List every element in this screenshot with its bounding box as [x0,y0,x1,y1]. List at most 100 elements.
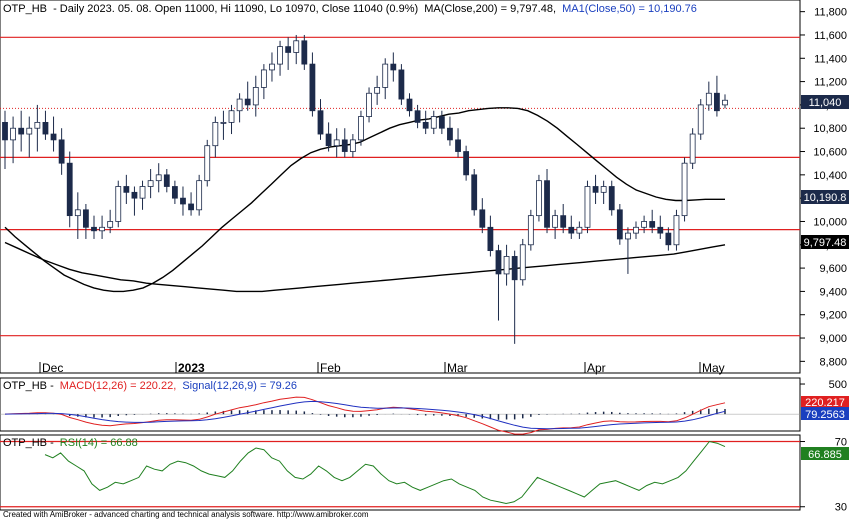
x-axis-label: Feb [320,361,341,375]
candle-body [131,191,138,199]
price-layer [0,34,800,344]
candle-body [544,180,550,228]
candle-body [398,69,405,100]
candle-body [260,69,267,88]
x-axis-label: Apr [587,361,606,375]
candle-body [204,145,211,182]
candle-body [366,92,372,117]
candle-body [58,139,65,164]
candle-body [285,46,292,53]
candle-body [196,180,203,211]
candle-body [107,221,114,228]
candle-body [99,226,105,232]
ma200-label: MA(Close,200) = 9,797.48, [424,3,556,15]
macd-pane-frame [0,377,801,432]
candle-body [665,232,672,246]
candle-body [188,203,194,211]
candle-body [66,162,73,217]
candle-body [91,226,97,232]
price-axis-label: 9,200 [819,310,847,322]
candle-body [414,110,421,123]
price-axis-label: 11,200 [814,77,847,89]
main-title: OTP_HB - Daily 2023. 05. 08. Open 11000,… [3,3,697,15]
candle-body [26,127,33,135]
price-pane-frame [0,0,801,374]
candle-body [42,121,49,135]
signal-label: Signal(12,26,9) = 79.26 [182,380,297,392]
candle-body [641,221,648,228]
close-badge: 11,040 [801,95,849,109]
candle-body [293,40,300,53]
candle-body [487,226,494,252]
candle-body [471,174,478,211]
candle-body [325,133,332,147]
ma200-line [4,241,726,293]
price-axis-label: 9,000 [819,333,847,345]
candle-body [479,209,486,228]
candle-body [608,186,615,211]
rsi-layer: 70 30 [0,437,847,514]
x-axis-label: Dec [42,361,63,375]
macd-badge: 220.217 [801,396,849,409]
signal-badge: 79.2563 [801,407,849,421]
price-axis-label: 11,600 [814,30,847,42]
candle-body [115,186,122,222]
candle-body [301,40,308,65]
candle-body [552,215,559,228]
price-axis-label: 9,600 [819,263,847,275]
candle-body [560,215,567,228]
ma200-badge-text: 9,797.48 [804,237,847,249]
candle-body [82,209,89,228]
price-axis-label: 10,400 [813,170,847,182]
candle-body [171,186,178,199]
ma50-label: MA1(Close,50) = 10,190.76 [562,3,697,15]
candle-body [252,87,259,106]
candle-body [592,186,599,193]
candle-body [438,116,445,129]
candle-body [681,162,688,217]
candle-body [212,121,219,147]
rsi-label: RSI(14) = 66.88 [60,437,138,449]
close-badge-text: 11,040 [809,97,842,109]
ma50-badge: 10,190.8 [801,190,849,204]
candle-body [625,232,631,240]
ma200-badge: 9,797.48 [801,235,849,249]
candle-body [34,121,41,129]
candle-body [374,87,381,94]
candle-body [576,226,583,234]
rsi-line [44,440,726,505]
candle-body [689,133,696,164]
candle-body [163,174,170,187]
rsi-axis-label: 70 [835,437,847,449]
candle-body [722,99,728,106]
ma50-line [4,107,725,293]
x-axis-label: Mar [447,361,468,375]
rsi-title: OTP_HB - RSI(14) = 66.88 [3,437,138,449]
candle-body [430,116,437,129]
macd-line [4,396,726,435]
candle-body [390,63,397,71]
macd-layer: 500 [0,379,847,435]
candle-body [309,63,316,112]
price-axis-label: 10,000 [813,216,847,228]
price-axis-label: 11,400 [814,53,847,65]
candle-body [269,63,275,71]
candle-body [244,98,251,106]
candle-body [220,121,227,124]
candle-body [317,110,324,135]
x-axis-label: May [702,361,725,375]
rsi-axis-label: 30 [835,502,847,514]
candle-body [277,46,283,65]
price-axis-label: 9,400 [819,286,847,298]
candle-body [463,151,470,176]
candle-body [673,215,680,246]
candle-body [50,133,57,141]
macd-title: OTP_HB - MACD(12,26) = 220.22, Signal(12… [3,380,297,392]
candle-body [74,209,81,217]
signal-line [4,400,726,430]
macd-axis-label: 500 [829,379,847,391]
candle-body [633,226,639,234]
price-axis-label: 10,800 [813,123,847,135]
macd-badge-text: 220.217 [805,397,845,409]
